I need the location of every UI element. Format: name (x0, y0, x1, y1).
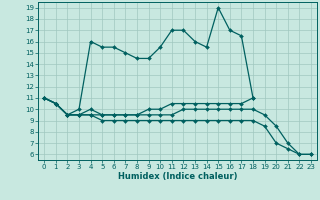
X-axis label: Humidex (Indice chaleur): Humidex (Indice chaleur) (118, 172, 237, 181)
